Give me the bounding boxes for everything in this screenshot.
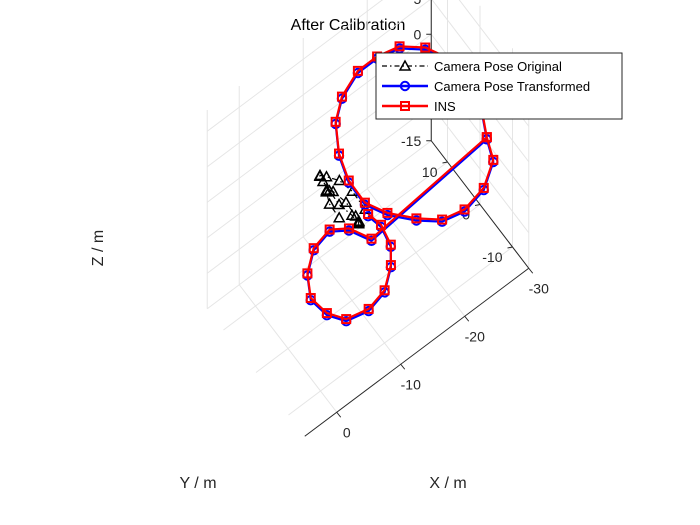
data-point <box>363 209 374 220</box>
data-point <box>332 211 346 223</box>
grid-line-wall-z-a <box>430 104 530 234</box>
data-point <box>352 65 363 76</box>
y-tick-mark <box>507 246 513 249</box>
data-point <box>313 169 327 182</box>
x-axis-label: X / m <box>429 475 466 492</box>
legend-label-camera-transformed: Camera Pose Transformed <box>434 79 590 94</box>
data-point <box>343 223 354 234</box>
data-point <box>349 209 362 221</box>
legend-label-ins: INS <box>434 99 456 114</box>
data-point <box>385 239 396 250</box>
data-point <box>376 219 387 230</box>
legend-marker-sample <box>398 59 412 71</box>
grid-line-floor-y <box>255 204 481 373</box>
x-tick-label: -10 <box>401 376 421 392</box>
data-point <box>343 175 354 186</box>
data-point <box>321 308 332 319</box>
data-point <box>336 91 347 102</box>
data-point <box>478 182 489 193</box>
data-point <box>394 41 405 52</box>
z-tick-label: -15 <box>401 133 421 149</box>
y-tick-label: 10 <box>422 164 438 180</box>
series-line <box>306 45 495 321</box>
y-axis-label: Y / m <box>179 475 216 492</box>
legend-label-camera-original: Camera Pose Original <box>434 59 562 74</box>
y-tick-label: -10 <box>482 249 502 265</box>
x-axis-line <box>304 267 530 437</box>
data-point <box>320 185 333 197</box>
grid-line-wall-z-b <box>206 104 432 274</box>
grid-line-wall-z-b <box>206 0 384 132</box>
data-point <box>333 173 346 186</box>
x-tick-label: -30 <box>529 280 549 296</box>
legend-marker-sample <box>400 101 410 111</box>
data-point <box>316 174 330 187</box>
data-point <box>339 195 353 208</box>
data-point <box>305 293 316 304</box>
data-point <box>323 197 336 209</box>
data-point <box>385 260 396 271</box>
data-point <box>481 132 492 143</box>
z-tick-label: 5 <box>413 0 421 7</box>
grid-line-wall-z-b <box>206 140 432 310</box>
data-point <box>341 314 352 325</box>
data-point <box>488 154 499 165</box>
data-point <box>437 214 448 225</box>
data-point <box>363 303 374 314</box>
x-tick-mark <box>400 363 406 370</box>
z-tick-label: 0 <box>413 26 421 42</box>
x-tick-mark <box>464 315 470 322</box>
data-point <box>334 148 344 159</box>
data-point <box>302 268 313 279</box>
data-point <box>379 285 390 296</box>
data-point <box>411 213 422 224</box>
y-tick-mark <box>442 161 448 164</box>
x-tick-mark <box>336 411 342 418</box>
data-point <box>359 197 370 208</box>
data-point <box>459 204 470 215</box>
data-point <box>324 224 335 235</box>
data-point <box>308 243 319 254</box>
series-layer <box>302 41 499 327</box>
series-0 <box>313 168 372 229</box>
grid-line-floor-y <box>288 246 513 416</box>
x-tick-label: 0 <box>343 424 351 440</box>
data-point <box>366 233 377 244</box>
grid-line-floor-y <box>223 161 448 331</box>
grid-line-wall-z-b <box>206 0 431 168</box>
y-tick-mark <box>474 204 481 206</box>
data-point <box>330 116 341 127</box>
data-point <box>382 207 393 218</box>
legend[interactable]: Camera Pose Original Camera Pose Transfo… <box>375 52 623 120</box>
legend-marker-sample <box>399 80 411 92</box>
z-axis-label: Z / m <box>90 230 107 266</box>
x-tick-label: -20 <box>465 328 485 344</box>
series-2 <box>302 41 499 325</box>
data-point <box>420 42 431 53</box>
x-tick-mark <box>528 267 534 274</box>
